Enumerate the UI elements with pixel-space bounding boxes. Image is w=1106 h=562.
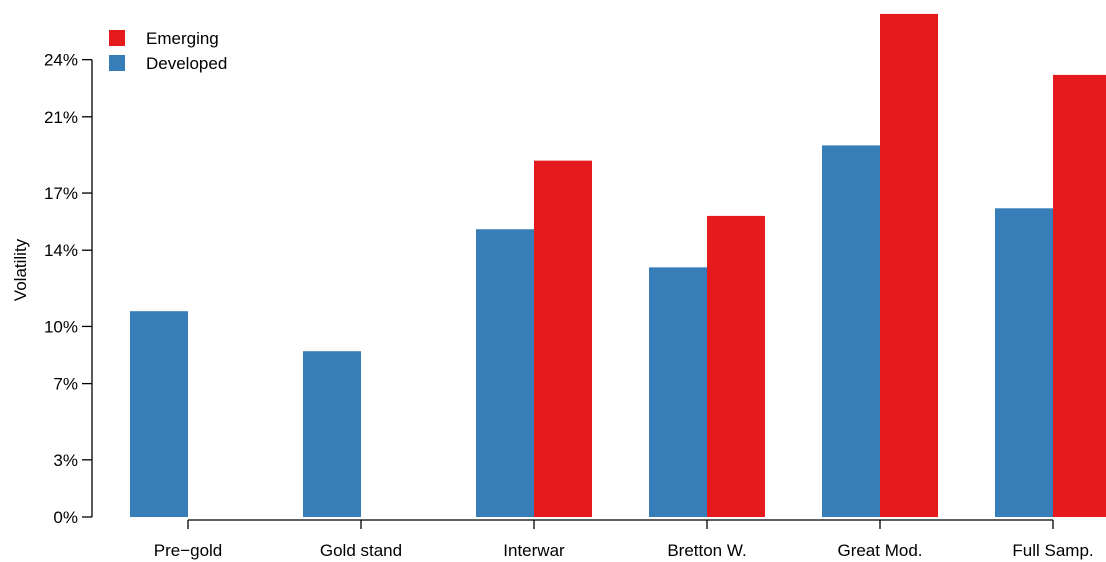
y-axis: 0% 3% 7% 10% 14% 17% 21% 24% xyxy=(44,51,93,527)
bar-developed-3 xyxy=(649,267,707,517)
y-tick-label: 3% xyxy=(53,451,78,470)
legend: Emerging Developed xyxy=(109,29,227,73)
legend-label-developed: Developed xyxy=(146,54,227,73)
x-tick-label: Full Samp. xyxy=(1012,541,1093,560)
x-tick-label: Pre−gold xyxy=(154,541,223,560)
x-tick-label: Interwar xyxy=(503,541,565,560)
bar-developed-2 xyxy=(476,229,534,517)
y-tick-label: 24% xyxy=(44,51,78,70)
legend-label-emerging: Emerging xyxy=(146,29,219,48)
legend-swatch-emerging xyxy=(109,30,125,46)
bar-developed-4 xyxy=(822,145,880,517)
y-tick-label: 10% xyxy=(44,317,78,336)
x-axis: Pre−gold Gold stand Interwar Bretton W. Grea… xyxy=(154,519,1094,560)
bar-developed-5 xyxy=(995,208,1053,517)
x-tick-label: Bretton W. xyxy=(667,541,746,560)
bar-emerging-4 xyxy=(880,13,938,517)
bar-developed-0 xyxy=(130,311,188,517)
bar-developed-1 xyxy=(303,351,361,517)
y-tick-label: 14% xyxy=(44,241,78,260)
legend-swatch-developed xyxy=(109,55,125,71)
y-tick-label: 21% xyxy=(44,108,78,127)
y-axis-title: Volatility xyxy=(11,238,30,301)
y-tick-label: 0% xyxy=(53,508,78,527)
bar-emerging-2 xyxy=(534,160,592,517)
bars-group xyxy=(130,13,1106,518)
x-tick-label: Great Mod. xyxy=(837,541,922,560)
bar-emerging-5 xyxy=(1053,74,1106,518)
y-tick-label: 7% xyxy=(53,375,78,394)
bar-emerging-3 xyxy=(707,215,765,518)
y-tick-label: 17% xyxy=(44,184,78,203)
x-tick-label: Gold stand xyxy=(320,541,402,560)
